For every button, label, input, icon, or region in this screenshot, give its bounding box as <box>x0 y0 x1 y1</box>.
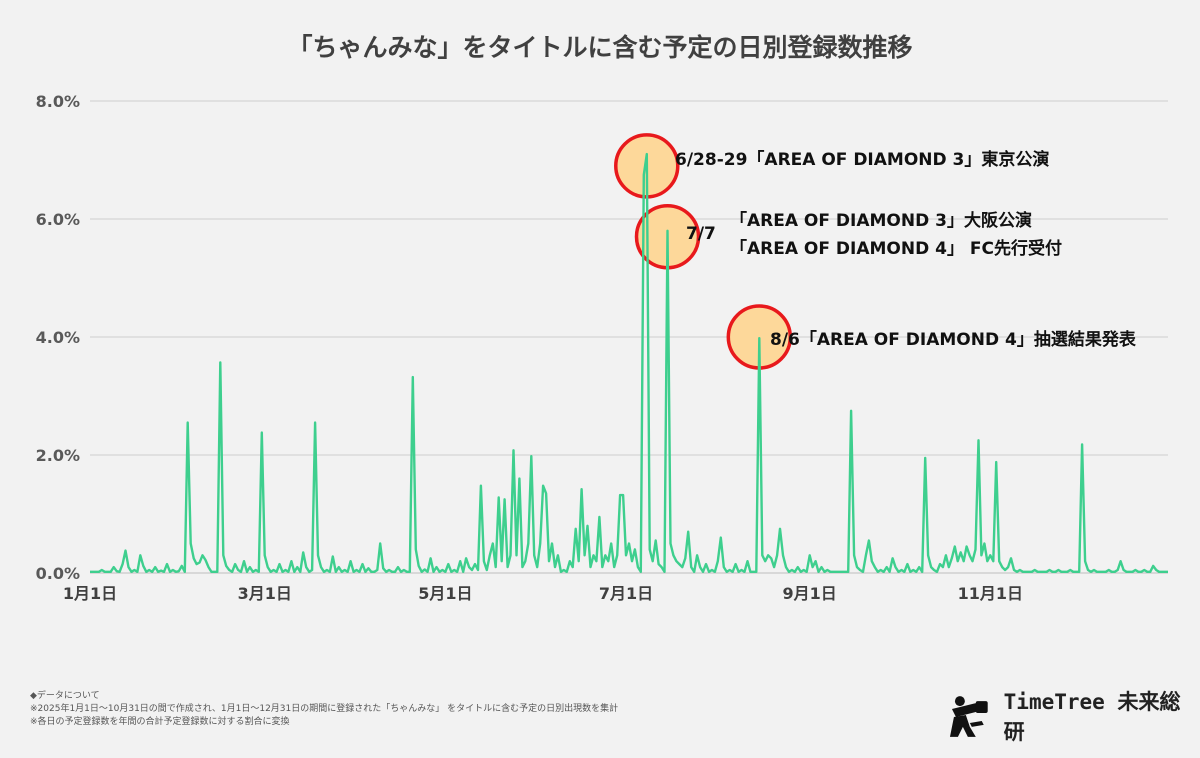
x-tick-label: 1月1日 <box>63 584 117 603</box>
annotation-label-1-line-1: 「AREA OF DIAMOND 3」大阪公演 <box>730 210 1032 231</box>
annotation-label-2: 8/6「AREA OF DIAMOND 4」抽選結果発表 <box>770 329 1137 350</box>
x-tick-label: 7月1日 <box>599 584 653 603</box>
telescope-person-icon <box>949 696 988 737</box>
x-tick-label: 5月1日 <box>418 584 472 603</box>
x-tick-label: 3月1日 <box>238 584 292 603</box>
y-tick-label: 6.0% <box>36 210 80 229</box>
series-line-0 <box>90 152 1168 573</box>
x-tick-label: 9月1日 <box>783 584 837 603</box>
y-tick-label: 0.0% <box>36 564 80 583</box>
footer-notes: ◆データについて ※2025年1月1日～10月31日の間で作成され、1月1日～1… <box>30 690 618 729</box>
timetree-logo: TimeTree 未来総研 <box>946 690 1200 744</box>
annotation-label-1-date: 7/7 <box>686 224 716 244</box>
footer-note-1: ※2025年1月1日～10月31日の間で作成され、1月1日～12月31日の期間に… <box>30 704 619 714</box>
y-tick-label: 4.0% <box>36 328 80 347</box>
footer-note-2: ※各日の予定登録数を年間の合計予定登録数に対する割合に変換 <box>30 717 290 727</box>
annotation-label-1-line-2: 「AREA OF DIAMOND 4」 FC先行受付 <box>730 238 1062 259</box>
y-tick-label: 8.0% <box>36 92 80 111</box>
y-tick-label: 2.0% <box>36 446 80 465</box>
chart-title: 「ちゃんみな」をタイトルに含む予定の日別登録数推移 <box>287 33 913 62</box>
logo-text: TimeTree 未来総研 <box>1003 690 1181 744</box>
x-tick-label: 11月1日 <box>958 584 1023 603</box>
line-chart: 0.0% 2.0% 4.0% 6.0% 8.0% 1月1日 3月1日 5月1日 7月1日 9月1日… <box>36 92 1168 603</box>
annotation-label-0: 6/28-29「AREA OF DIAMOND 3」東京公演 <box>675 149 1049 170</box>
footer-heading: ◆データについて <box>30 691 100 701</box>
